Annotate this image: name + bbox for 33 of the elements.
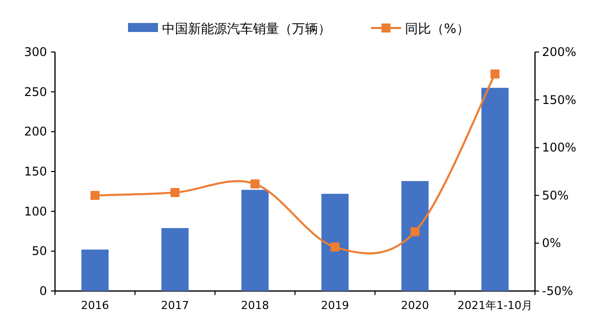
x-tick-label: 2020: [401, 299, 429, 312]
y-tick-label: 150: [24, 164, 47, 178]
y-tick-label: 250: [24, 84, 47, 99]
point: [490, 69, 500, 78]
y-tick-label: 50: [32, 244, 47, 258]
bar: [161, 228, 189, 291]
bar: [401, 181, 429, 291]
y-tick-label: 100: [24, 204, 47, 218]
point: [170, 188, 180, 198]
point: [90, 190, 100, 200]
point: [330, 242, 340, 252]
bar: [81, 250, 109, 291]
point: [410, 227, 420, 236]
y2-tick-label: 150%: [542, 92, 576, 107]
x-tick-label: 2018: [241, 299, 269, 312]
x-tick-label: 2019: [321, 299, 349, 312]
x-tick-label: 2021年1-10月: [458, 299, 532, 312]
legend-label: 同比（%）: [405, 22, 470, 37]
y2-tick-label: 0%: [542, 236, 562, 250]
x-tick-label: 2016: [81, 299, 109, 312]
y-tick-label: 0: [39, 284, 47, 298]
bar: [321, 194, 349, 291]
legend-label: 中国新能源汽车销量（万辆）: [162, 22, 331, 37]
y2-tick-label: -50%: [542, 284, 574, 298]
x-tick-label: 2017: [161, 299, 189, 312]
bar: [481, 88, 509, 291]
y-tick-label: 300: [24, 45, 47, 59]
y-tick-label: 200: [24, 124, 47, 139]
y2-tick-label: 50%: [542, 188, 569, 202]
bar: [241, 190, 269, 291]
point: [250, 179, 260, 188]
y2-tick-label: 100%: [542, 140, 576, 155]
y2-tick-label: 200%: [542, 45, 576, 59]
